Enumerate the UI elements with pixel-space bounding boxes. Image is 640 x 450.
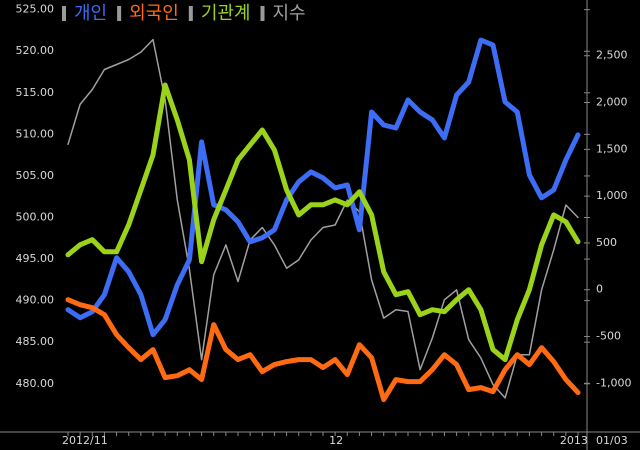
y2-tick-label: 2,000 [596,96,628,109]
y-tick-label: 490.00 [16,294,55,307]
legend-label: 외국인 [129,3,179,24]
series-line [67,38,579,399]
y2-tick-label: 1,500 [596,142,628,155]
y2-tick-label: -1,000 [596,376,631,389]
legend-label: 개인 [74,3,107,24]
y-tick-label: 500.00 [16,211,55,224]
y-tick-label: 515.00 [16,86,55,99]
y-tick-label: 525.00 [16,3,55,16]
y2-tick-label: 500 [596,236,617,249]
y2-tick-label: 1,000 [596,189,628,202]
y-tick-label: 520.00 [16,44,55,57]
legend-label: 기관계 [201,3,251,24]
legend-bar [62,6,66,21]
legend-bar [188,6,193,21]
x-tick-label: 2013 [560,434,588,447]
series-line [65,37,581,338]
x-tick-label: 2012/11 [62,434,108,447]
current-date: 01/03 [596,434,628,447]
y2-tick-label: -500 [596,330,621,343]
legend-bar [260,6,265,21]
y-tick-label: 480.00 [16,377,55,390]
y-tick-label: 505.00 [16,169,55,182]
series-line [65,82,581,363]
series-line [65,297,581,403]
y2-tick-label: 0 [596,283,603,296]
legend-label: 지수 [273,3,306,24]
y2-tick-label: 2,500 [596,49,628,62]
y-tick-label: 510.00 [16,127,55,140]
y-tick-label: 495.00 [16,252,55,265]
legend-bar [117,6,122,21]
x-tick-label: 12 [329,434,343,447]
y-tick-label: 485.00 [16,335,55,348]
